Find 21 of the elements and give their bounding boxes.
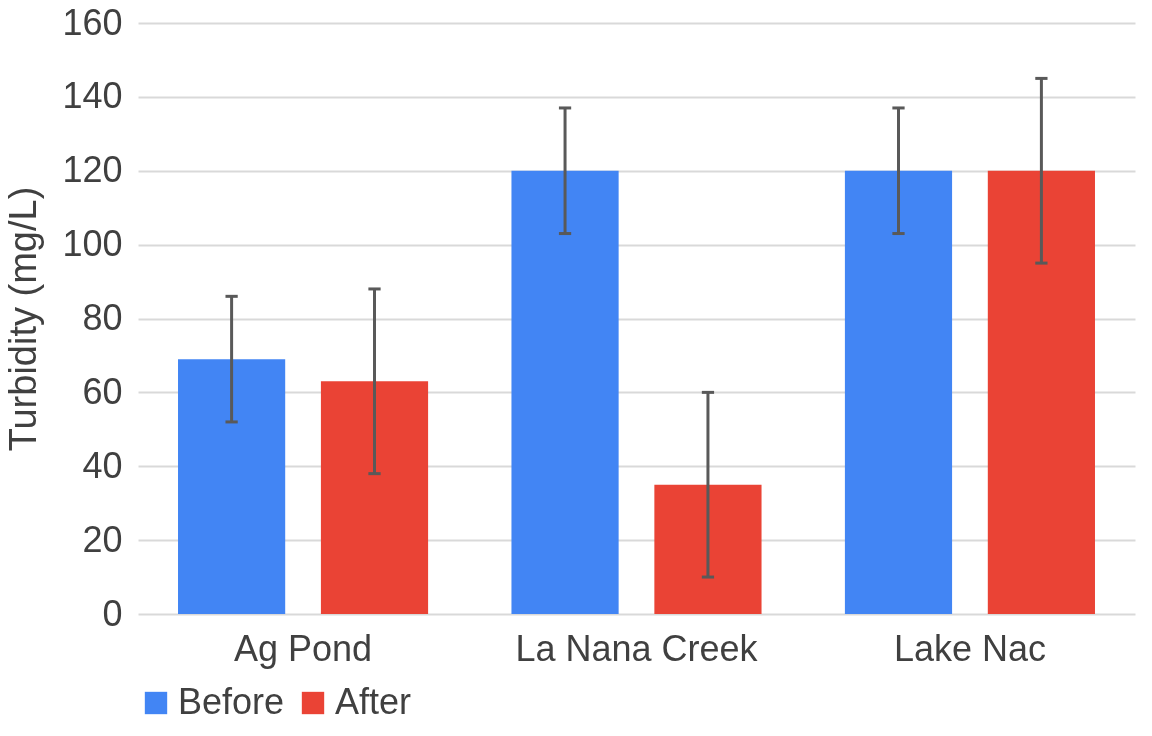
y-tick-label: 60	[82, 370, 123, 412]
x-tick-label: Lake Nac	[893, 627, 1046, 669]
y-tick-label: 120	[62, 149, 123, 191]
y-tick-label: 20	[82, 518, 123, 560]
bar	[511, 170, 619, 614]
x-tick-label: La Nana Creek	[515, 627, 759, 669]
bar	[654, 484, 762, 614]
bar	[987, 170, 1095, 614]
y-tick-label: 40	[82, 444, 123, 486]
y-tick-label: 160	[62, 1, 123, 43]
y-tick-label: 80	[82, 297, 123, 338]
bar	[178, 359, 286, 614]
y-axis-title: Turbidity (mg/L)	[2, 186, 45, 452]
y-tick-label: 0	[102, 592, 123, 634]
bar	[844, 170, 953, 614]
bar	[320, 381, 429, 614]
legend-label: After	[335, 681, 412, 722]
y-tick-label: 140	[62, 75, 123, 117]
legend-label: Before	[178, 681, 285, 722]
x-tick-label: Ag Pond	[233, 627, 373, 669]
y-tick-label: 100	[62, 223, 123, 265]
